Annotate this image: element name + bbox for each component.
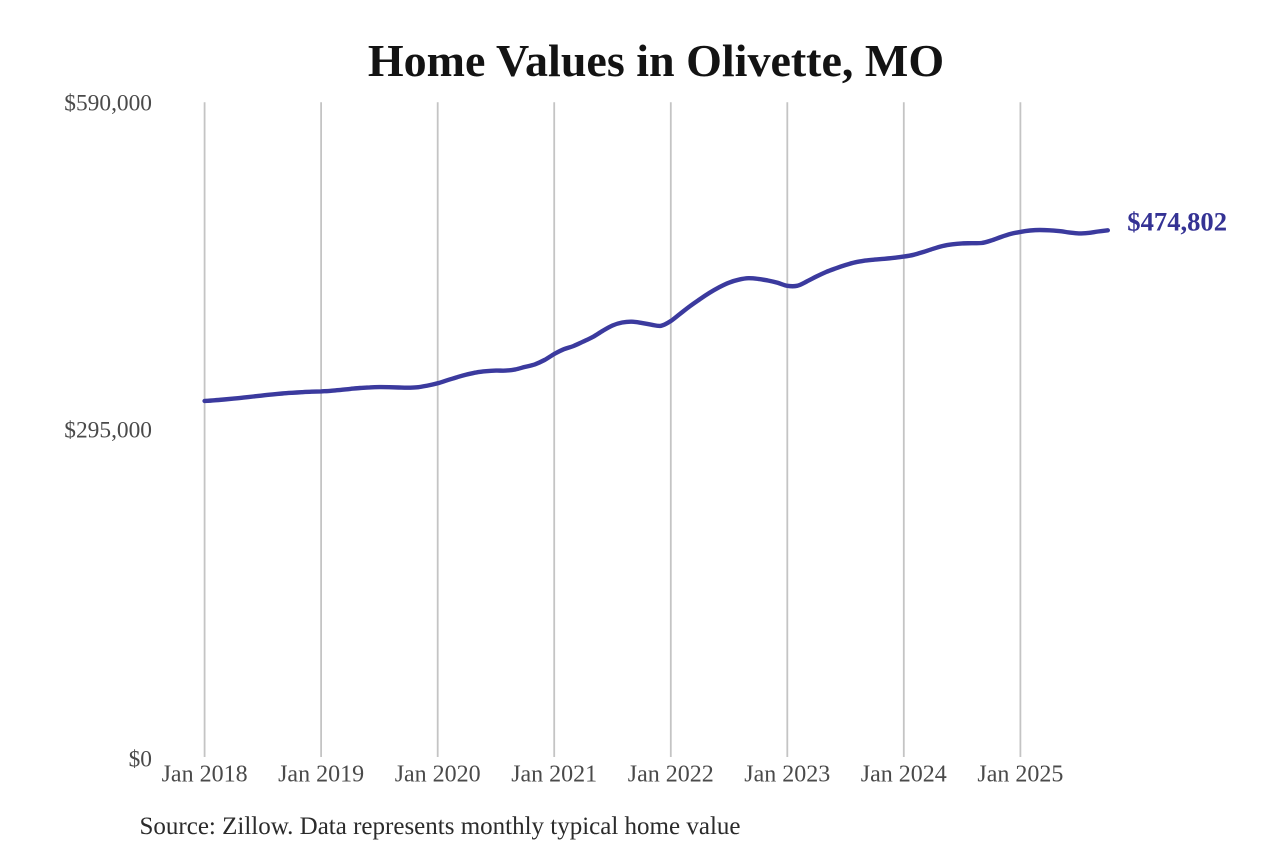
svg-text:Home Values in Olivette, MO: Home Values in Olivette, MO xyxy=(368,35,944,86)
svg-text:Jan 2019: Jan 2019 xyxy=(278,762,364,788)
svg-text:Jan 2024: Jan 2024 xyxy=(861,762,947,788)
svg-text:Jan 2022: Jan 2022 xyxy=(628,762,714,788)
svg-text:Jan 2018: Jan 2018 xyxy=(162,762,248,788)
svg-text:Source: Zillow. Data represent: Source: Zillow. Data represents monthly … xyxy=(140,813,741,840)
svg-text:Jan 2020: Jan 2020 xyxy=(395,762,481,788)
svg-text:$590,000: $590,000 xyxy=(64,90,152,116)
svg-text:$474,802: $474,802 xyxy=(1127,207,1227,237)
svg-text:Jan 2021: Jan 2021 xyxy=(511,762,597,788)
svg-text:Jan 2023: Jan 2023 xyxy=(744,762,830,788)
svg-text:Jan 2025: Jan 2025 xyxy=(977,762,1063,788)
svg-text:$0: $0 xyxy=(129,746,152,772)
svg-text:$295,000: $295,000 xyxy=(64,418,152,444)
